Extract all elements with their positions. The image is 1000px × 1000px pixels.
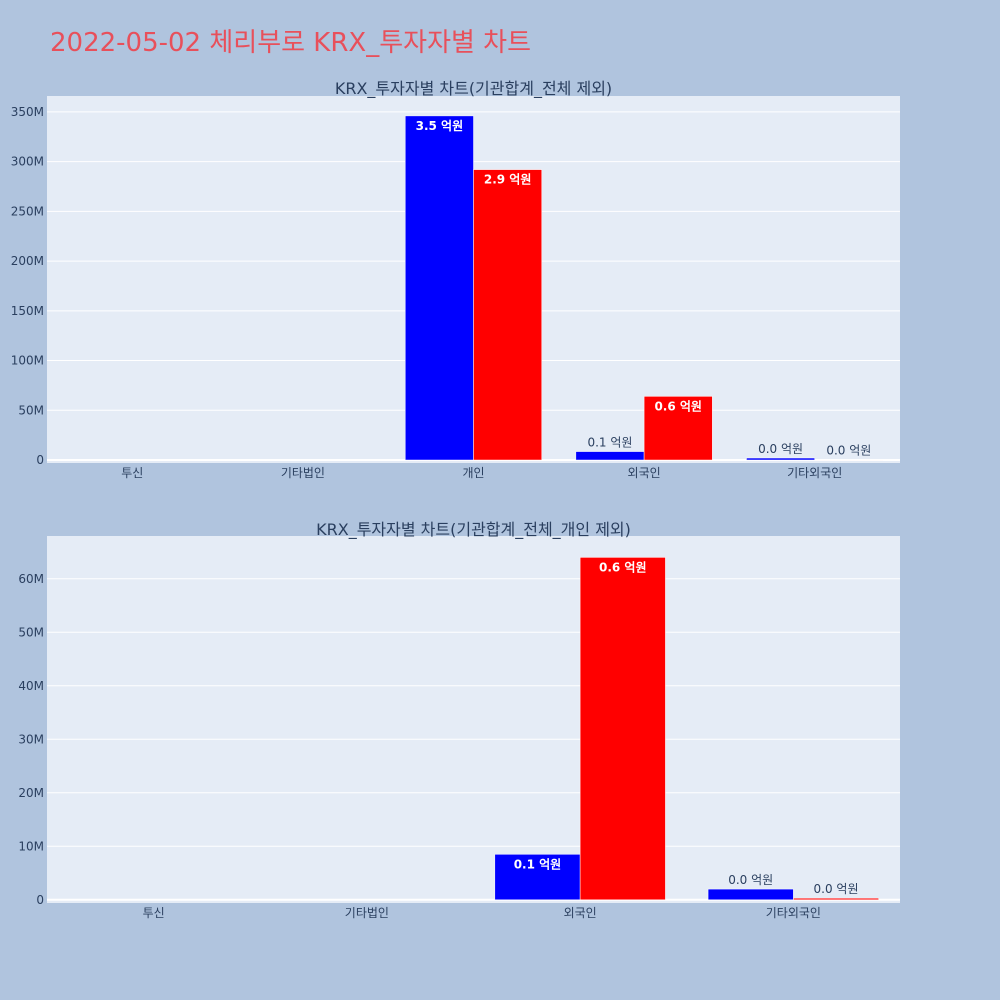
x-tick-label: 기타외국인 [766, 906, 821, 920]
y-tick-label: 30M [18, 732, 44, 746]
y-tick-label: 20M [18, 786, 44, 800]
y-tick-label: 0 [36, 893, 44, 907]
bar [707, 888, 794, 901]
data-label: 0.0 억원 [728, 873, 773, 887]
bar [473, 169, 542, 461]
y-tick-label: 60M [18, 572, 44, 586]
bar [814, 459, 884, 461]
bar [405, 115, 474, 461]
x-tick-label: 투신 [121, 466, 143, 480]
y-tick-label: 250M [11, 204, 44, 218]
data-label: 3.5 억원 [416, 119, 464, 133]
bar [746, 457, 815, 461]
y-tick-label: 0 [36, 453, 44, 467]
x-tick-label: 외국인 [628, 466, 661, 480]
page-title: 2022-05-02 체리부로 KRX_투자자별 차트 [50, 28, 532, 58]
data-label: 0.0 억원 [758, 442, 803, 456]
data-label: 0.0 억원 [814, 882, 859, 896]
y-tick-label: 40M [18, 679, 44, 693]
data-label: 0.1 억원 [587, 436, 632, 450]
y-tick-label: 100M [11, 354, 44, 368]
x-tick-label: 기타법인 [345, 906, 389, 920]
bar [575, 451, 645, 461]
chart-title: KRX_투자자별 차트(기관합계_전체 제외) [335, 79, 612, 99]
chart-title: KRX_투자자별 차트(기관합계_전체_개인 제외) [316, 520, 631, 540]
bar [643, 396, 713, 461]
data-label: 0.0 억원 [826, 444, 871, 458]
y-tick-label: 350M [11, 105, 44, 119]
data-label: 0.6 억원 [654, 399, 702, 413]
plot-background [47, 536, 900, 903]
x-tick-label: 기타외국인 [787, 466, 842, 480]
y-tick-label: 300M [11, 155, 44, 169]
x-tick-label: 투신 [143, 906, 165, 920]
x-tick-label: 개인 [462, 466, 484, 480]
bar [793, 897, 879, 901]
y-tick-label: 10M [18, 839, 44, 853]
x-tick-label: 외국인 [564, 906, 597, 920]
data-label: 2.9 억원 [484, 173, 532, 187]
y-tick-label: 50M [18, 403, 44, 417]
y-tick-label: 50M [18, 625, 44, 639]
data-label: 0.1 억원 [514, 857, 562, 871]
x-tick-label: 기타법인 [281, 466, 325, 480]
y-tick-label: 150M [11, 304, 44, 318]
data-label: 0.6 억원 [599, 560, 647, 574]
bar [579, 557, 666, 901]
y-tick-label: 200M [11, 254, 44, 268]
